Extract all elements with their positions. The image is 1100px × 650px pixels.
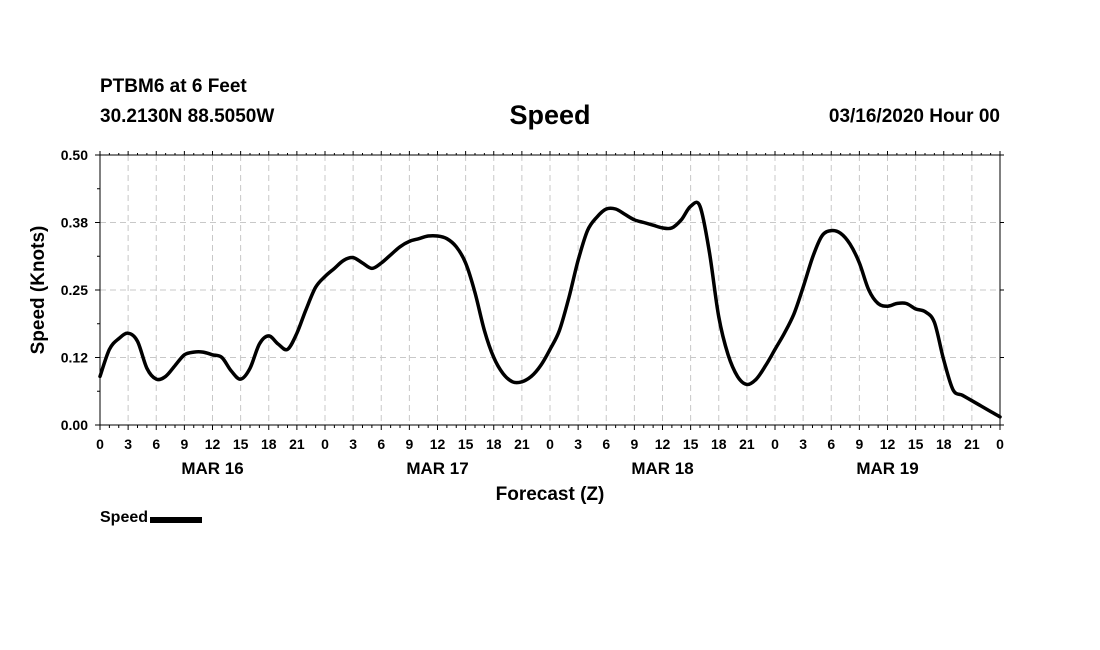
x-tick-label: 12 [205,436,221,452]
x-tick-label: 0 [96,436,104,452]
x-tick-label: 6 [602,436,610,452]
x-tick-label: 18 [261,436,277,452]
x-tick-label: 18 [486,436,502,452]
x-tick-label: 15 [683,436,699,452]
x-tick-label: 0 [771,436,779,452]
x-tick-label: 18 [711,436,727,452]
x-tick-label: 3 [574,436,582,452]
x-tick-label: 0 [996,436,1004,452]
day-label: MAR 16 [181,459,243,478]
x-tick-label: 15 [233,436,249,452]
x-tick-label: 18 [936,436,952,452]
y-tick-label: 0.00 [61,417,88,433]
x-tick-label: 12 [655,436,671,452]
x-tick-label: 9 [855,436,863,452]
y-tick-label: 0.50 [61,147,88,163]
x-axis-title: Forecast (Z) [496,484,605,505]
x-tick-label: 12 [880,436,896,452]
coordinates-label: 30.2130N 88.5050W [100,106,275,127]
y-axis-title: Speed (Knots) [28,226,49,355]
forecast-datetime: 03/16/2020 Hour 00 [828,106,1000,127]
day-label: MAR 19 [856,459,918,478]
x-tick-label: 3 [124,436,132,452]
x-tick-label: 9 [405,436,413,452]
x-tick-label: 3 [799,436,807,452]
x-tick-label: 15 [458,436,474,452]
x-tick-label: 9 [180,436,188,452]
x-tick-label: 6 [152,436,160,452]
x-tick-label: 21 [739,436,755,452]
y-tick-label: 0.38 [61,215,88,231]
legend-label: Speed [100,509,149,526]
x-tick-label: 0 [546,436,554,452]
x-tick-label: 21 [289,436,305,452]
x-tick-label: 6 [827,436,835,452]
day-label: MAR 18 [631,459,693,478]
x-tick-label: 12 [430,436,446,452]
legend-swatch [150,517,203,523]
x-tick-label: 0 [321,436,329,452]
x-tick-label: 21 [514,436,530,452]
series-line-speed [98,200,1002,419]
x-tick-label: 21 [964,436,980,452]
x-tick-label: 6 [377,436,385,452]
y-tick-label: 0.25 [61,282,88,298]
legend: Speed [100,509,203,527]
station-label: PTBM6 at 6 Feet [100,76,247,97]
day-label: MAR 17 [406,459,468,478]
chart-title: Speed [509,100,591,130]
x-tick-label: 15 [908,436,924,452]
y-tick-label: 0.12 [61,350,88,366]
x-tick-label: 3 [349,436,357,452]
x-tick-label: 9 [630,436,638,452]
